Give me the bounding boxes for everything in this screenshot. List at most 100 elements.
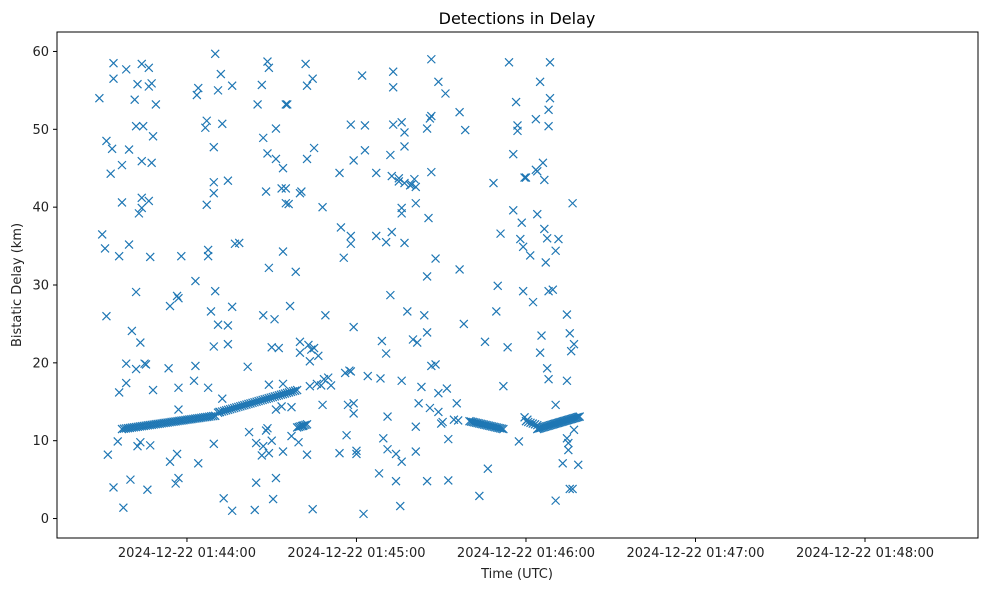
data-point: [397, 117, 407, 127]
data-point: [412, 338, 422, 348]
data-point: [145, 440, 155, 450]
data-point: [174, 473, 183, 483]
data-point: [394, 177, 404, 186]
data-point: [264, 263, 274, 273]
data-point: [443, 475, 453, 485]
data-point: [565, 484, 575, 494]
data-point: [425, 403, 435, 413]
data-point: [216, 69, 226, 79]
data-point: [137, 156, 147, 166]
data-point: [151, 99, 161, 109]
data-point: [326, 380, 336, 390]
y-axis: 0 10 20 30 40 50 60: [32, 45, 57, 527]
data-point: [503, 342, 513, 352]
data-point: [320, 310, 330, 320]
data-point: [569, 425, 579, 435]
data-point: [137, 193, 147, 203]
data-point: [508, 205, 518, 215]
data-point: [335, 168, 344, 178]
data-point: [271, 405, 281, 414]
y-tick-label: 50: [32, 123, 49, 138]
data-point: [383, 444, 392, 454]
data-point: [400, 127, 409, 137]
data-point: [100, 243, 110, 253]
data-point: [264, 448, 274, 458]
data-point: [346, 231, 356, 241]
data-point: [165, 301, 175, 311]
data-point: [274, 343, 284, 353]
data-point: [568, 198, 578, 208]
data-point: [148, 385, 158, 395]
data-point: [352, 449, 361, 459]
data-point: [352, 446, 361, 456]
data-point: [217, 119, 227, 129]
data-point: [349, 398, 359, 408]
data-point: [109, 482, 118, 492]
data-point: [267, 436, 277, 446]
data-point: [270, 314, 279, 324]
data-point: [541, 258, 551, 267]
y-tick-label: 40: [32, 201, 49, 216]
data-point: [117, 198, 127, 207]
data-point: [102, 136, 111, 146]
data-point: [118, 503, 128, 513]
data-point: [496, 229, 505, 239]
data-point: [387, 171, 397, 181]
data-point: [504, 57, 514, 67]
data-point: [137, 203, 147, 213]
data-point: [172, 449, 182, 459]
data-point: [391, 449, 401, 459]
data-point: [282, 99, 292, 109]
data-point: [371, 231, 381, 241]
data-point: [281, 184, 291, 193]
data-point: [424, 213, 433, 223]
data-point: [535, 348, 545, 358]
data-point: [455, 107, 465, 117]
data-point: [219, 493, 229, 503]
data-point: [114, 388, 124, 397]
data-point: [109, 74, 118, 84]
data-point: [411, 198, 421, 208]
data-point: [135, 437, 145, 447]
x-axis: 2024-12-22 01:44:00 2024-12-22 01:45:00 20…: [118, 538, 934, 561]
data-point: [480, 337, 490, 347]
data-point: [243, 362, 253, 372]
track-point: [572, 412, 582, 422]
data-point: [360, 120, 370, 130]
data-point: [147, 78, 157, 88]
data-point: [346, 239, 356, 249]
y-tick-label: 10: [32, 434, 49, 449]
data-point: [517, 218, 527, 228]
data-point: [532, 209, 542, 219]
data-point: [223, 339, 233, 349]
data-point: [551, 496, 561, 506]
data-point: [277, 184, 287, 193]
data-point: [295, 337, 305, 347]
data-point: [455, 265, 465, 274]
data-point: [131, 121, 141, 131]
data-point: [383, 412, 392, 421]
data-point: [411, 422, 421, 432]
data-point: [148, 131, 158, 141]
data-point: [134, 208, 144, 218]
data-point: [551, 246, 561, 256]
data-point: [360, 145, 370, 155]
data-point: [244, 427, 254, 437]
data-point: [400, 238, 409, 248]
data-point: [391, 476, 401, 486]
data-point: [121, 359, 131, 369]
x-tick-label: 2024-12-22 01:46:00: [457, 546, 595, 561]
data-point: [189, 376, 199, 386]
data-point: [203, 251, 213, 261]
data-point: [308, 74, 318, 84]
data-point: [387, 227, 397, 237]
data-point: [261, 187, 271, 197]
data-point: [316, 380, 326, 390]
data-point: [261, 426, 271, 435]
data-point: [514, 437, 524, 446]
data-point: [554, 234, 563, 244]
data-point: [385, 290, 395, 300]
data-point: [431, 254, 440, 263]
data-point: [164, 363, 174, 373]
data-point: [508, 149, 518, 159]
